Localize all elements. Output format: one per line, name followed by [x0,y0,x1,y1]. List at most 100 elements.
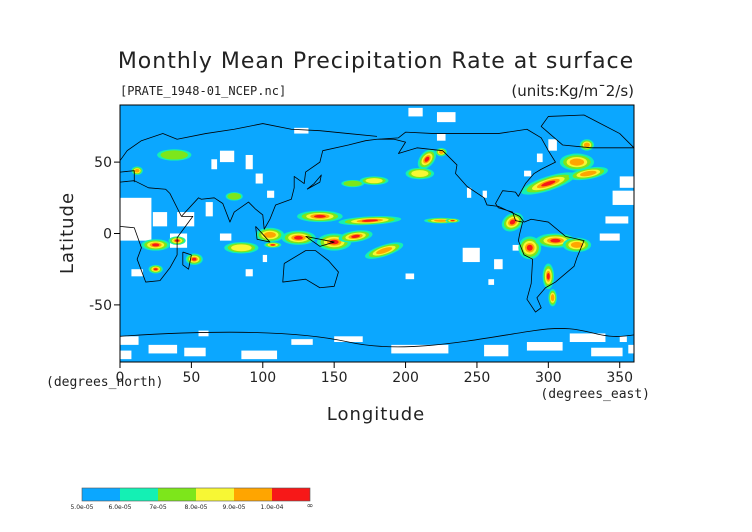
colorbar-end-label: ∞ [307,501,314,510]
missing-data-patch [569,333,606,343]
missing-data-patch [267,190,275,198]
precipitation-contour [192,257,197,261]
precipitation-contour [294,235,303,240]
colorbar-label: 6.0e-05 [108,504,131,511]
missing-data-patch [148,344,178,354]
missing-data-patch [245,269,253,277]
precipitation-contour [343,180,362,187]
missing-data-patch [262,254,268,263]
missing-data-patch [482,190,487,198]
missing-data-patch [211,159,218,170]
colorbar-swatch [272,488,310,501]
precipitation-contour [313,214,326,218]
coastline [376,128,585,313]
x-tick-label: 250 [464,370,491,386]
x-tick-label: 150 [321,370,348,386]
y-tick-label: 50 [94,155,112,171]
x-tick-label: 50 [182,370,200,386]
missing-data-patch [291,339,313,345]
missing-data-patch [591,347,623,357]
precipitation-contour [153,268,158,271]
missing-data-patch [484,344,509,357]
x-axis: 0 50 100 150 200 250 300 350 [116,362,633,386]
precipitation-contour [580,170,597,177]
precipitation-contour [160,150,188,160]
colorbar-frame [81,487,311,502]
colorbar-label: 8.0e-05 [184,504,207,511]
y-axis-label: Latitude [57,192,78,274]
missing-data-patch [241,350,278,360]
colorbar-legend: 5.0e-05 6.0e-05 7e-05 8.0e-05 9.0e-05 1.0e-04 [70,487,311,511]
missing-data-patch [619,336,627,343]
missing-data-patch [605,216,629,224]
missing-data-patch [294,127,309,134]
missing-data-patch [219,150,235,163]
coastline [182,251,192,270]
x-tick-label: 200 [392,370,419,386]
colorbar-swatch [158,488,196,501]
precipitation-contour [263,231,276,238]
missing-data-patch [408,107,423,117]
colorbar-label: 7e-05 [149,504,166,511]
precipitation-contour [450,220,455,222]
source-file-label: [PRATE_1948-01_NCEP.nc] [120,84,286,98]
coastline [181,138,378,230]
missing-data-patch [198,330,209,337]
precipitation-contour [583,142,590,148]
precipitation-contour [546,272,550,280]
coastline [282,250,339,289]
x-tick-label: 350 [606,370,633,386]
precipitation-contour [134,168,140,173]
missing-data-patch [548,139,557,151]
chart-title: Monthly Mean Precipitation Rate at surfa… [118,49,634,74]
precipitation-contour [351,234,360,238]
coastline [305,235,335,247]
x-tick-label: 0 [116,370,125,386]
precipitation-contour [569,158,585,166]
missing-data-patch [405,273,415,280]
colorbar-swatch [82,488,120,501]
map-layer [119,105,635,362]
coastline [540,114,635,149]
missing-data-patch [524,170,532,177]
coastline [119,180,194,283]
missing-data-patch [177,212,195,227]
missing-data-patch [219,233,232,241]
missing-data-patch [494,259,503,270]
missing-data-patch [334,336,363,343]
precipitation-contour [526,244,533,251]
missing-data-patch [628,344,634,354]
missing-data-patch [245,154,253,170]
precipitation-contour [509,219,516,225]
missing-data-patch [255,173,263,184]
precipitation-contour [365,178,383,184]
y-tick-label: -50 [89,298,112,314]
missing-data-patch [205,202,213,217]
colorbar-swatch [234,488,272,501]
x-tick-label: 100 [249,370,276,386]
precipitation-contour [550,238,561,243]
y-axis: -50 0 50 [89,155,120,314]
missing-data-patch [436,133,446,141]
precipitation-contour [550,294,555,302]
missing-data-patch [526,342,563,351]
precipitation-contour [411,170,429,177]
colorbar-label: 1.0e-04 [260,504,283,511]
missing-data-patch [152,212,168,227]
missing-data-patch [536,153,543,163]
units-label: (units:Kg/m¯2/s) [511,82,634,100]
coastline [306,174,322,190]
x-tick-label: 300 [535,370,562,386]
missing-data-patch [612,190,634,205]
colorbar-label: 5.0e-05 [70,504,93,511]
precipitation-contour [361,219,379,222]
missing-data-patch [436,112,456,123]
x-unit-label: (degrees_east) [540,387,650,402]
y-unit-label: (degrees_north) [46,375,163,390]
missing-data-patch [599,233,620,241]
x-axis-label: Longitude [327,404,426,425]
ocean-background [120,105,634,362]
missing-data-patch [391,344,449,354]
precipitation-contour [151,243,160,247]
